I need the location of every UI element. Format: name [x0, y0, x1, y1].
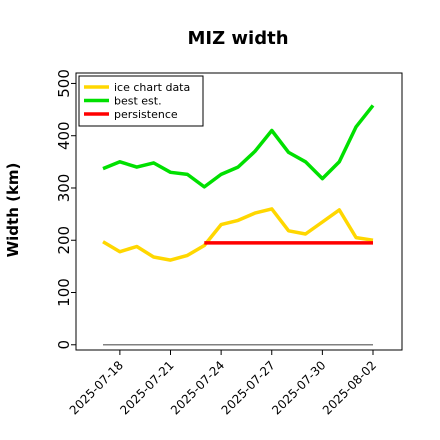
y-tick-label: 100: [55, 278, 73, 307]
legend-label: persistence: [114, 108, 178, 121]
x-axis: 2025-07-182025-07-212025-07-242025-07-27…: [67, 350, 379, 417]
y-tick-label: 0: [55, 340, 73, 350]
legend-label: ice chart data: [114, 81, 190, 94]
y-axis-label: Width (km): [4, 163, 22, 258]
plot-frame: [75, 72, 403, 351]
series-line-best-est: [102, 104, 375, 189]
y-tick-label: 200: [55, 226, 73, 255]
y-tick-label: 500: [55, 69, 73, 98]
legend-label: best est.: [114, 95, 162, 108]
y-tick-label: 300: [55, 174, 73, 203]
x-tick-label: 2025-08-02: [320, 358, 379, 417]
y-axis: 0 100 200 300 400 500: [55, 69, 76, 350]
series-group: [102, 104, 375, 346]
y-tick-label: 400: [55, 121, 73, 150]
series-line-ice-chart-data: [102, 207, 374, 262]
chart-title: MIZ width: [187, 28, 288, 49]
